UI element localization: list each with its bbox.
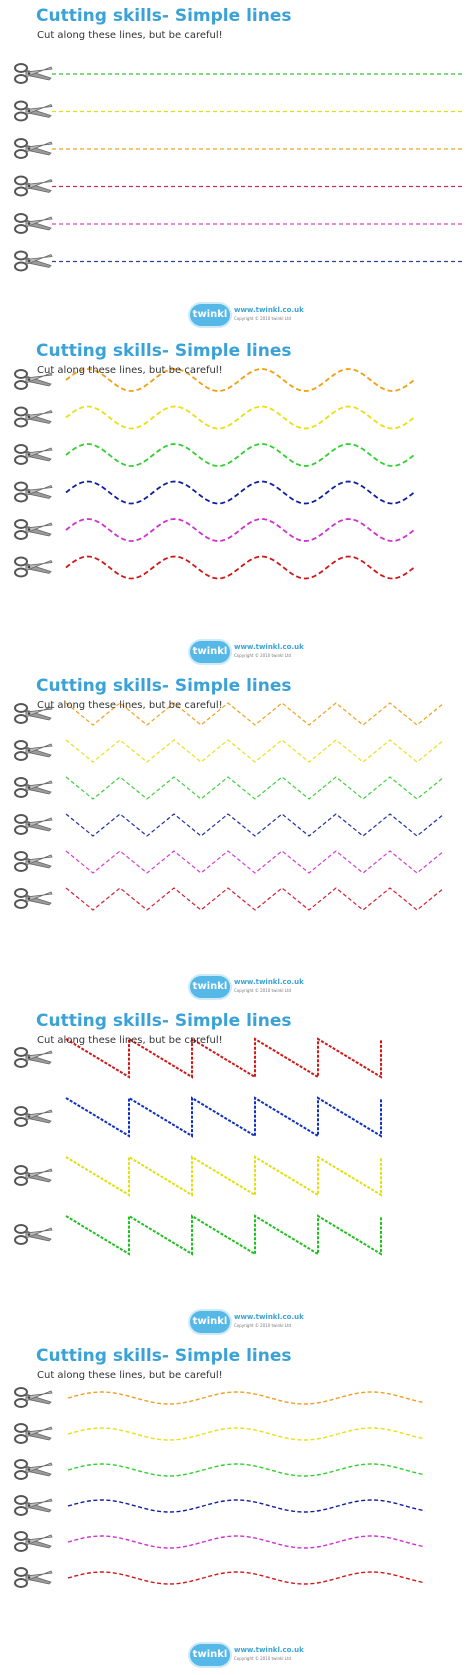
- footer-url[interactable]: www.twinkl.co.uk: [234, 1313, 304, 1321]
- footer-copyright: Copyright © 2010 twinkl Ltd: [234, 1656, 292, 1661]
- cutting-lines-canvas: [14, 1387, 426, 1588]
- cutting-line: [67, 1535, 426, 1549]
- footer-url[interactable]: www.twinkl.co.uk: [234, 1646, 304, 1654]
- scissors-icon: [14, 1387, 53, 1408]
- cutting-line: [65, 518, 415, 542]
- scissors-icon: [14, 175, 53, 197]
- cutting-line: [65, 1037, 382, 1079]
- cutting-line: [65, 443, 415, 467]
- scissors-icon: [14, 888, 53, 909]
- scissors-icon: [14, 406, 53, 428]
- footer: twinkl www.twinkl.co.uk Copyright © 2010…: [190, 300, 304, 330]
- footer: twinkl www.twinkl.co.uk Copyright © 2010…: [190, 1640, 304, 1670]
- cutting-line: [65, 405, 415, 430]
- worksheet-straight-lines: Cutting skills- Simple lines Cut along t…: [0, 0, 474, 335]
- cutting-line: [67, 1571, 426, 1585]
- scissors-icon: [14, 519, 53, 540]
- scissors-icon: [14, 703, 53, 724]
- page-subtitle: Cut along these lines, but be careful!: [37, 700, 223, 711]
- cutting-lines-canvas: [14, 368, 415, 580]
- cutting-line: [65, 739, 445, 763]
- footer-copyright: Copyright © 2010 twinkl Ltd: [234, 1323, 292, 1328]
- worksheet-zigzag-lines: Cutting skills- Simple lines Cut along t…: [0, 670, 474, 1005]
- scissors-icon: [14, 250, 53, 272]
- worksheet-gentle-wave-lines: Cutting skills- Simple lines Cut along t…: [0, 1340, 474, 1675]
- twinkl-logo[interactable]: twinkl: [190, 1311, 230, 1333]
- cutting-line: [65, 702, 445, 726]
- twinkl-logo[interactable]: twinkl: [190, 641, 230, 663]
- footer: twinkl www.twinkl.co.uk Copyright © 2010…: [190, 637, 304, 667]
- page-title: Cutting skills- Simple lines: [36, 1011, 292, 1031]
- scissors-icon: [14, 1531, 53, 1552]
- cutting-line: [65, 850, 445, 874]
- footer-url[interactable]: www.twinkl.co.uk: [234, 306, 304, 314]
- twinkl-logo[interactable]: twinkl: [190, 1644, 230, 1666]
- scissors-icon: [14, 777, 53, 798]
- cutting-line: [67, 1427, 426, 1441]
- footer-copyright: Copyright © 2010 twinkl Ltd: [234, 653, 292, 658]
- cutting-line: [67, 1463, 426, 1477]
- twinkl-logo[interactable]: twinkl: [190, 976, 230, 998]
- footer-copyright: Copyright © 2010 twinkl Ltd: [234, 316, 292, 321]
- worksheet-sawtooth-lines: Cutting skills- Simple lines Cut along t…: [0, 1005, 474, 1340]
- cutting-line: [65, 1155, 382, 1197]
- page-title: Cutting skills- Simple lines: [36, 1346, 292, 1366]
- cutting-line: [65, 1214, 382, 1256]
- cutting-line: [65, 813, 445, 837]
- footer-copyright: Copyright © 2010 twinkl Ltd: [234, 988, 292, 993]
- cutting-line: [65, 480, 415, 505]
- scissors-icon: [14, 100, 53, 122]
- scissors-icon: [14, 444, 53, 465]
- footer: twinkl www.twinkl.co.uk Copyright © 2010…: [190, 1307, 304, 1337]
- cutting-line: [65, 368, 415, 392]
- scissors-icon: [14, 1106, 53, 1127]
- scissors-icon: [14, 138, 53, 159]
- scissors-icon: [14, 1047, 53, 1068]
- scissors-icon: [14, 481, 53, 503]
- scissors-icon: [14, 851, 53, 872]
- scissors-icon: [14, 1459, 53, 1480]
- page-title: Cutting skills- Simple lines: [36, 676, 292, 696]
- scissors-icon: [14, 556, 53, 578]
- cutting-lines-canvas: [14, 702, 445, 911]
- scissors-icon: [14, 1567, 53, 1588]
- worksheet-wave-lines: Cutting skills- Simple lines Cut along t…: [0, 335, 474, 670]
- page-title: Cutting skills- Simple lines: [36, 6, 292, 26]
- cutting-line: [65, 1096, 382, 1138]
- cutting-line: [65, 887, 445, 911]
- scissors-icon: [14, 369, 53, 390]
- page-subtitle: Cut along these lines, but be careful!: [37, 1370, 223, 1381]
- cutting-lines-canvas: [14, 1037, 382, 1256]
- scissors-icon: [14, 213, 53, 234]
- cutting-line: [65, 555, 415, 580]
- cutting-lines-canvas: [14, 63, 462, 272]
- page-subtitle: Cut along these lines, but be careful!: [37, 1035, 223, 1046]
- scissors-icon: [14, 740, 53, 761]
- scissors-icon: [14, 1495, 53, 1516]
- footer-url[interactable]: www.twinkl.co.uk: [234, 978, 304, 986]
- scissors-icon: [14, 63, 53, 84]
- scissors-icon: [14, 1224, 53, 1245]
- footer-url[interactable]: www.twinkl.co.uk: [234, 643, 304, 651]
- scissors-icon: [14, 814, 53, 835]
- page-subtitle: Cut along these lines, but be careful!: [37, 365, 223, 376]
- cutting-line: [65, 776, 445, 800]
- page-subtitle: Cut along these lines, but be careful!: [37, 30, 223, 41]
- twinkl-logo[interactable]: twinkl: [190, 304, 230, 326]
- footer: twinkl www.twinkl.co.uk Copyright © 2010…: [190, 972, 304, 1002]
- page-title: Cutting skills- Simple lines: [36, 341, 292, 361]
- cutting-line: [67, 1499, 426, 1513]
- scissors-icon: [14, 1165, 53, 1186]
- cutting-line: [67, 1391, 426, 1405]
- scissors-icon: [14, 1423, 53, 1444]
